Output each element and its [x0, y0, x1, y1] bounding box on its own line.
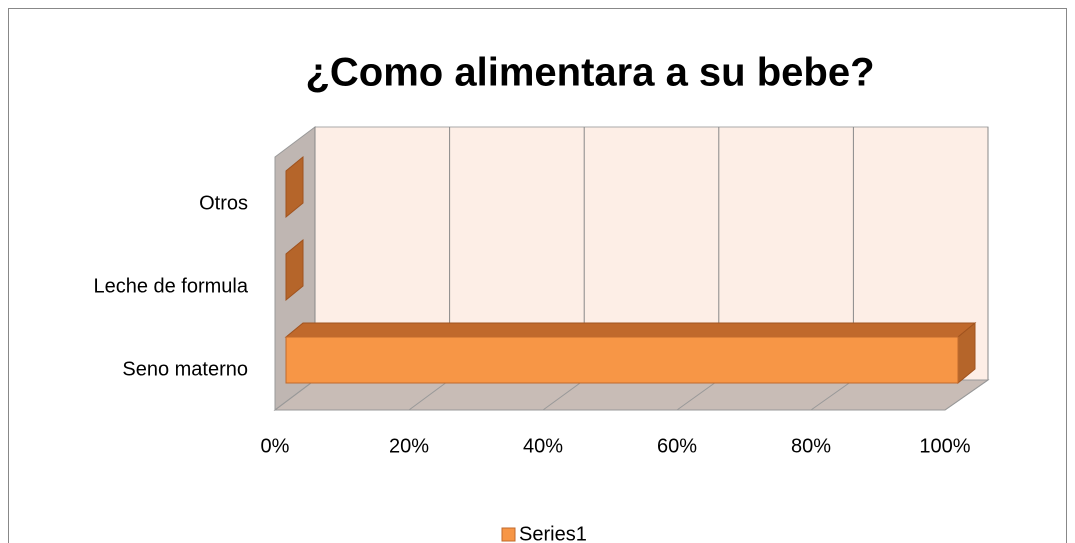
y-tick-label: Seno materno	[122, 358, 248, 380]
floor-grid-line	[542, 379, 585, 411]
floor-grid-line	[944, 379, 989, 411]
floor-grid-line	[274, 379, 316, 411]
floor	[273, 379, 990, 411]
floor-grid-line	[408, 379, 450, 411]
bar	[285, 336, 959, 384]
y-tick-label: Otros	[199, 192, 248, 214]
legend-swatch	[501, 527, 516, 542]
x-tick-label: 60%	[657, 435, 697, 457]
chart-title: ¿Como alimentara a su bebe?	[305, 51, 874, 95]
floor-grid-line	[676, 379, 720, 411]
x-tick-label: 80%	[791, 435, 831, 457]
bar-side	[285, 155, 304, 219]
x-tick-label: 20%	[389, 435, 429, 457]
bar-side	[285, 238, 304, 302]
y-tick-label: Leche de formula	[93, 275, 248, 297]
x-tick-label: 100%	[919, 435, 970, 457]
bar-top	[284, 322, 977, 338]
legend-label: Series1	[519, 523, 587, 543]
x-tick-label: 0%	[261, 435, 290, 457]
x-tick-label: 40%	[523, 435, 563, 457]
floor-grid-line	[810, 379, 854, 411]
